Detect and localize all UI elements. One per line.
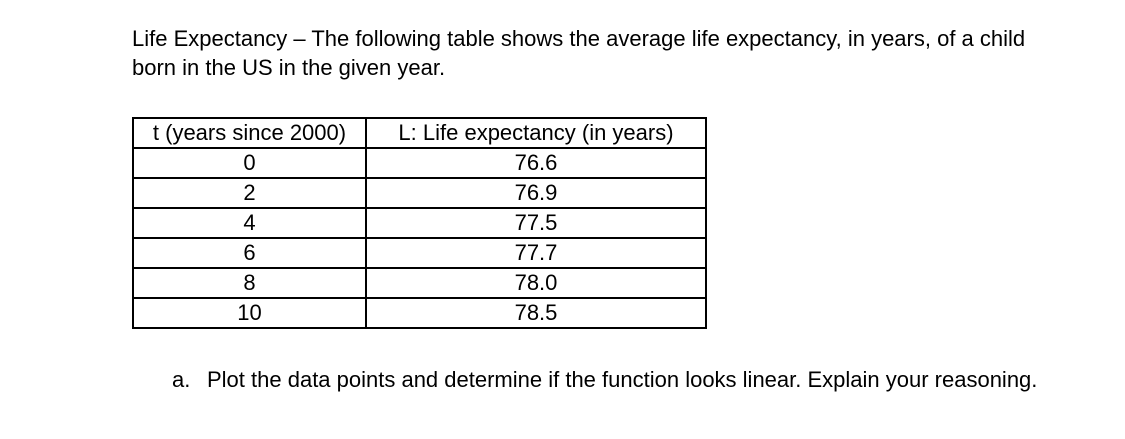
question-a-label: a. <box>172 367 191 392</box>
cell-t: 8 <box>132 267 367 299</box>
cell-t: 4 <box>132 207 367 239</box>
question-a: a. Plot the data points and determine if… <box>172 367 1037 393</box>
cell-t: 10 <box>132 297 367 329</box>
table-row: 10 78.5 <box>132 297 707 329</box>
problem-statement-line1: Life Expectancy – The following table sh… <box>132 26 1026 51</box>
column-header-t: t (years since 2000) <box>132 117 367 149</box>
table-row: 0 76.6 <box>132 147 707 179</box>
table-row: 8 78.0 <box>132 267 707 299</box>
cell-t: 6 <box>132 237 367 269</box>
cell-life-expectancy: 77.7 <box>365 237 707 269</box>
cell-t: 2 <box>132 177 367 209</box>
problem-statement: Life Expectancy – The following table sh… <box>132 24 1025 82</box>
table-row: 2 76.9 <box>132 177 707 209</box>
column-header-life-expectancy: L: Life expectancy (in years) <box>365 117 707 149</box>
question-a-text: Plot the data points and determine if th… <box>207 367 1038 392</box>
cell-life-expectancy: 78.5 <box>365 297 707 329</box>
cell-life-expectancy: 78.0 <box>365 267 707 299</box>
cell-life-expectancy: 77.5 <box>365 207 707 239</box>
table-row: 4 77.5 <box>132 207 707 239</box>
life-expectancy-table: t (years since 2000) L: Life expectancy … <box>132 117 707 329</box>
table-header-row: t (years since 2000) L: Life expectancy … <box>132 117 707 149</box>
problem-statement-line2: born in the US in the given year. <box>132 55 446 80</box>
cell-life-expectancy: 76.6 <box>365 147 707 179</box>
cell-t: 0 <box>132 147 367 179</box>
table-row: 6 77.7 <box>132 237 707 269</box>
cell-life-expectancy: 76.9 <box>365 177 707 209</box>
